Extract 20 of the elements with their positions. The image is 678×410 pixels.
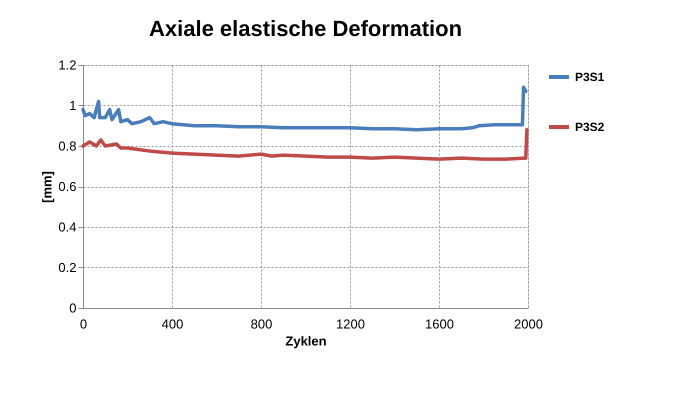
line-series xyxy=(81,86,528,132)
x-tick-label: 800 xyxy=(250,316,272,332)
y-tick-label: 1.2 xyxy=(58,58,76,72)
y-tick-label: 0 xyxy=(69,300,76,316)
chart-title: Axiale elastische Deformation xyxy=(148,16,462,41)
y-tick-label: 0.4 xyxy=(58,220,76,234)
y-tick-label: 0.2 xyxy=(58,260,76,275)
x-tick-label: 1600 xyxy=(425,316,454,332)
x-axis-title: Zyklen xyxy=(285,334,327,348)
x-tick-label: 1200 xyxy=(336,316,365,332)
y-tick-label: 1 xyxy=(69,98,76,113)
y-tick-label: 0.8 xyxy=(58,138,76,154)
y-tick-label: 0.6 xyxy=(58,179,76,194)
legend-label: P3S2 xyxy=(575,120,605,134)
line-series xyxy=(81,128,529,161)
y-axis-title: [mm] xyxy=(39,171,54,203)
x-tick-label: 0 xyxy=(80,316,88,332)
x-tick-label: 400 xyxy=(162,316,184,332)
legend-label: P3S1 xyxy=(575,70,605,84)
x-tick-label: 2000 xyxy=(514,316,543,332)
